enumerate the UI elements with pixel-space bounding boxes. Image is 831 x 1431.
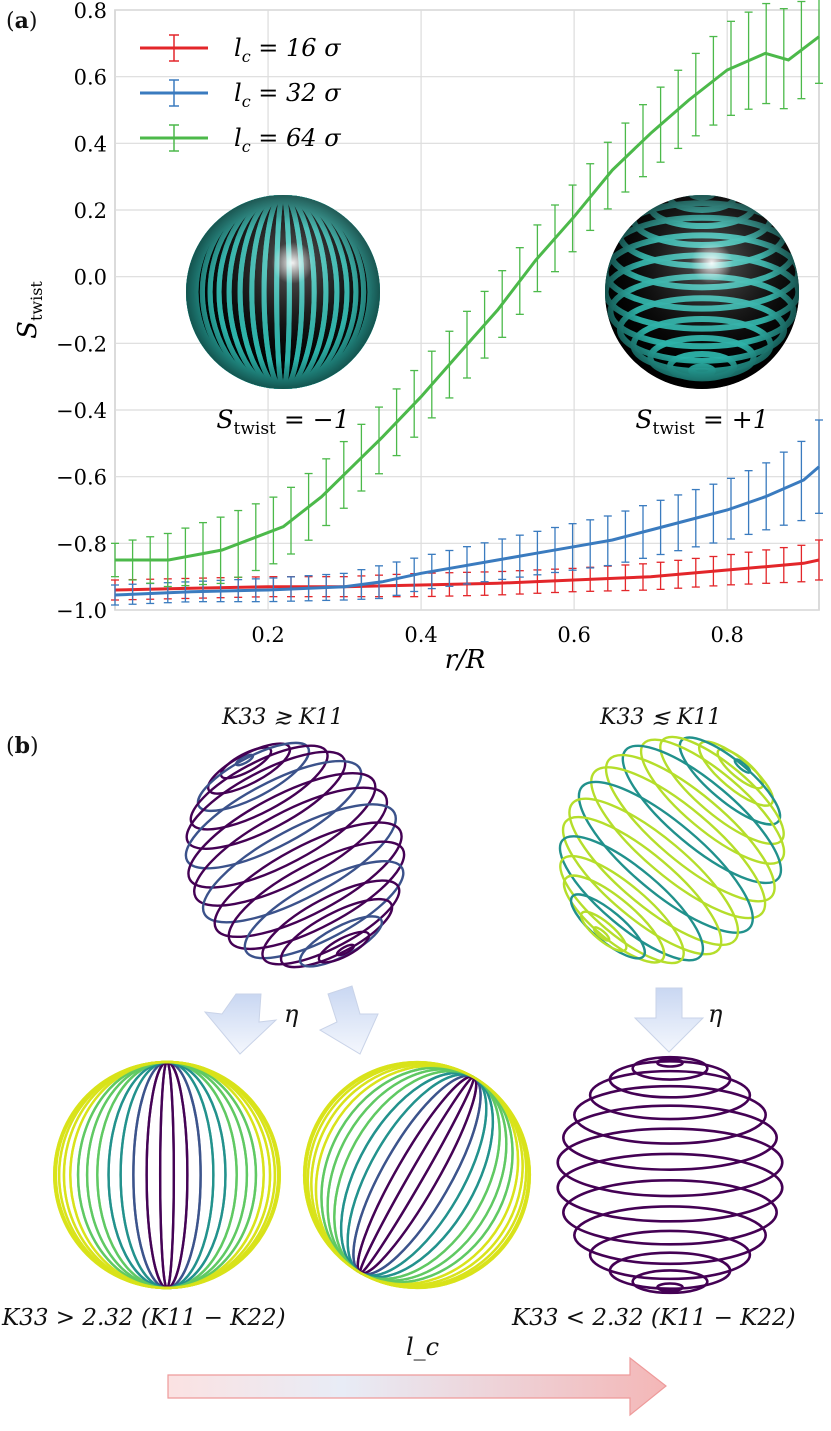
- sphere-b-bottom-1: [53, 1060, 281, 1290]
- eta-arrow-right: [633, 987, 705, 1053]
- eta-arrow-left-2: [318, 985, 379, 1055]
- x-tick-labels: 0.2 0.4 0.6 0.8: [251, 623, 744, 647]
- legend-label: lc = 64 σ: [234, 124, 341, 156]
- y-tick-label: 0.0: [74, 266, 107, 290]
- y-tick-label: −1.0: [56, 599, 107, 623]
- lc-arrow: [167, 1356, 667, 1417]
- data-series: [111, 0, 823, 606]
- series-line: [115, 35, 820, 562]
- x-tick-label: 0.8: [710, 623, 743, 647]
- y-tick-label: 0.8: [74, 0, 107, 23]
- series-3: [111, 0, 823, 588]
- formula-right: K33 < 2.32 (K11 − K22): [512, 1305, 796, 1331]
- inset-caption-right: Stwist = +1: [635, 405, 768, 439]
- sphere-b-top-left: [184, 741, 406, 969]
- panel-a-label: (a): [6, 8, 38, 34]
- y-tick-label: −0.4: [56, 399, 107, 423]
- legend: lc = 16 σ lc = 32 σ lc = 64 σ: [140, 34, 341, 156]
- y-tick-label: 0.6: [74, 66, 107, 90]
- eta-arrow-left-1: [203, 993, 278, 1055]
- y-axis-label: Stwist: [13, 281, 46, 339]
- condition-right: K33 ≲ K11: [600, 705, 722, 730]
- series-2: [111, 419, 823, 606]
- eta-label-right: η: [708, 1000, 723, 1028]
- y-tick-label: −0.2: [56, 332, 107, 356]
- inset-caption-left: Stwist = −1: [216, 405, 349, 439]
- eta-label-left: η: [284, 1000, 299, 1028]
- y-tick-label: 0.2: [74, 199, 107, 223]
- inset-sphere-left: [186, 195, 380, 389]
- condition-left: K33 ≳ K11: [222, 705, 344, 730]
- legend-label: lc = 32 σ: [234, 79, 341, 111]
- sphere-b-top-right: [558, 735, 786, 965]
- y-tick-label: −0.6: [56, 466, 107, 490]
- sphere-b-bottom-3: [556, 1055, 784, 1295]
- sphere-b-bottom-2: [302, 1060, 532, 1290]
- panel-b-label: (b): [6, 733, 39, 759]
- x-tick-label: 0.2: [251, 623, 284, 647]
- x-tick-label: 0.6: [557, 623, 590, 647]
- series-line: [114, 465, 820, 597]
- x-axis-label: r/R: [445, 645, 486, 675]
- lc-arrow-label: l_c: [406, 1333, 440, 1361]
- legend-label: lc = 16 σ: [234, 34, 341, 66]
- x-tick-label: 0.4: [404, 623, 437, 647]
- y-tick-labels: −1.0 −0.8 −0.6 −0.4 −0.2 0.0 0.2 0.4 0.6 0.8: [56, 0, 107, 623]
- y-tick-label: 0.4: [74, 132, 107, 156]
- formula-left: K33 > 2.32 (K11 − K22): [2, 1305, 286, 1331]
- y-tick-label: −0.8: [56, 532, 107, 556]
